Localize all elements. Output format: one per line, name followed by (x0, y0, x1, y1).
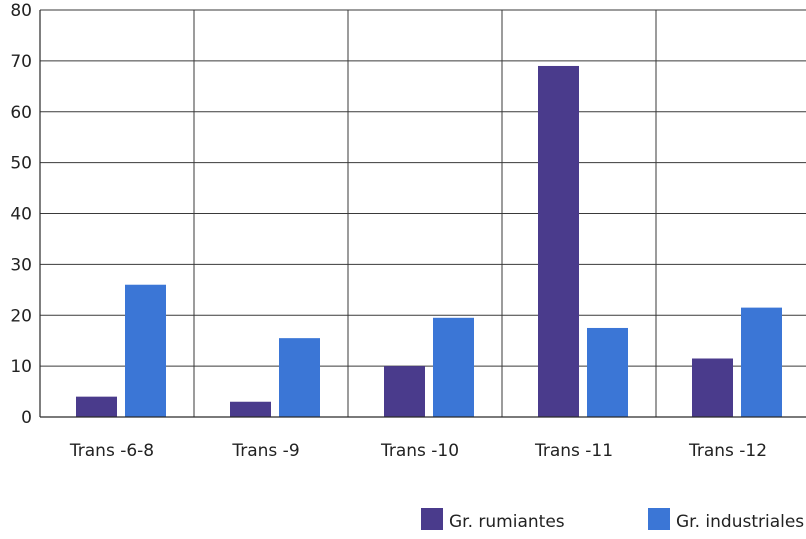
legend-swatch (421, 508, 443, 530)
x-category-label: Trans -9 (231, 441, 299, 461)
bar-series-2 (741, 307, 782, 417)
x-category-label: Trans -11 (534, 441, 613, 461)
x-category-label: Trans -6-8 (69, 441, 154, 461)
y-tick-label: 10 (10, 357, 32, 377)
y-tick-label: 30 (10, 255, 32, 275)
axis-layer (39, 10, 806, 418)
bar-series-1 (384, 366, 425, 417)
y-tick-label: 40 (10, 205, 32, 225)
bar-series-2 (125, 284, 166, 417)
y-tick-label: 70 (10, 52, 32, 72)
legend-label: Gr. industriales (676, 512, 804, 532)
bar-series-2 (587, 327, 628, 417)
legend: Gr. rumiantes Gr. industriales (421, 508, 804, 532)
grid-layer (40, 9, 806, 417)
y-tick-label: 80 (10, 1, 32, 21)
bars-layer (76, 65, 782, 418)
bar-series-1 (692, 358, 733, 417)
legend-label: Gr. rumiantes (449, 512, 565, 532)
bar-series-2 (279, 338, 320, 417)
x-category-label: Trans -12 (688, 441, 767, 461)
bar-series-1 (76, 396, 117, 417)
y-tick-label: 0 (21, 408, 32, 428)
y-axis-ticks: 0 10 20 30 40 50 60 70 80 (10, 1, 32, 428)
bar-series-1 (230, 401, 271, 417)
bar-series-2 (433, 317, 474, 417)
x-axis-categories: Trans -6-8 Trans -9 Trans -10 Trans -11 Tran… (69, 441, 767, 461)
y-tick-label: 20 (10, 306, 32, 326)
bar-series-1 (538, 65, 579, 418)
x-category-label: Trans -10 (380, 441, 459, 461)
y-tick-label: 50 (10, 154, 32, 174)
legend-swatch (648, 508, 670, 530)
y-tick-label: 60 (10, 103, 32, 123)
